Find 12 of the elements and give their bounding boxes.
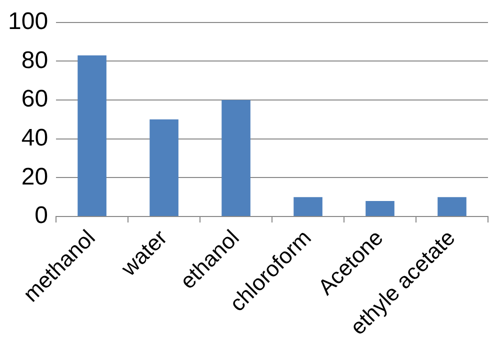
y-tick-label: 20 [21, 163, 48, 190]
y-tick-label: 60 [21, 86, 48, 113]
bar [150, 119, 178, 216]
y-tick-label: 100 [8, 8, 48, 36]
bar [366, 200, 394, 216]
y-tick-label: 0 [34, 202, 48, 230]
y-tick-label: 80 [21, 46, 48, 74]
bar [438, 197, 466, 216]
y-tick-label: 40 [21, 124, 48, 152]
bar [222, 100, 250, 216]
bar [294, 197, 322, 216]
bar [78, 55, 106, 216]
